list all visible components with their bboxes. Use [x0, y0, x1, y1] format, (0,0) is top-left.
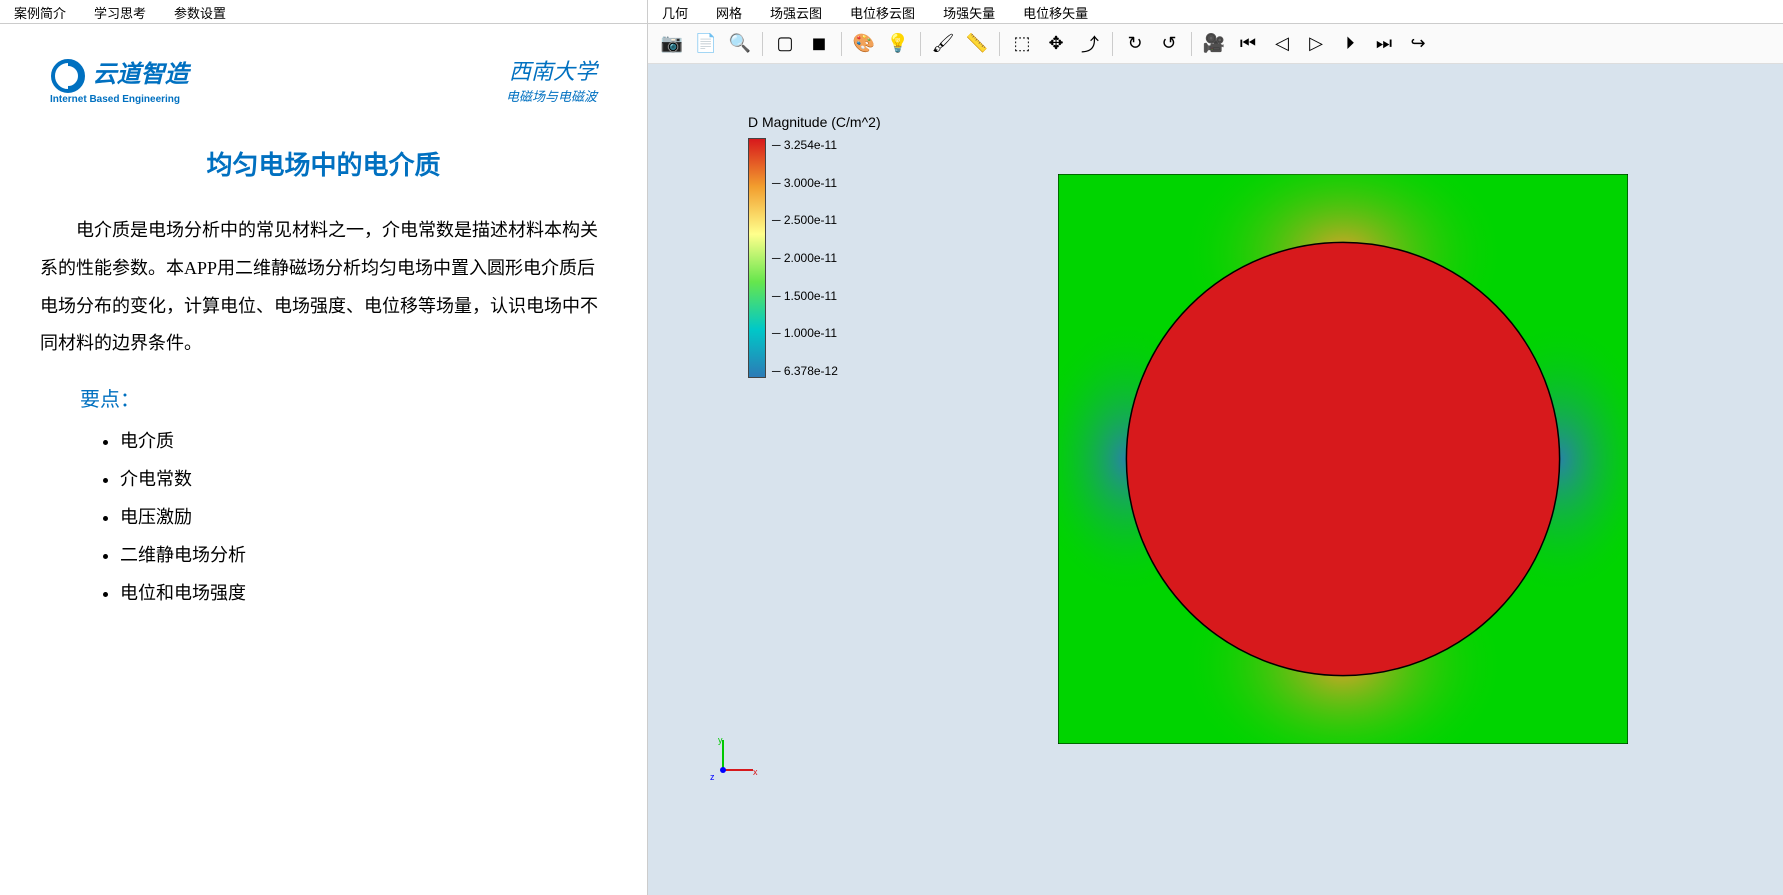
prev-icon[interactable]: ◁	[1266, 28, 1298, 60]
legend-tick: 2.500e-11	[772, 213, 838, 227]
field-plot	[1058, 174, 1628, 744]
right-panel: 几何网格场强云图电位移云图场强矢量电位移矢量 📷📄🔍 ▢◼ 🎨💡 🖌📏 ⬚✥⤴ ↻↺ 🎥⏮◁…	[648, 0, 1783, 895]
logo1-main: 云道智造	[93, 61, 189, 88]
svg-text:x: x	[753, 767, 758, 777]
palette-icon[interactable]: 🎨	[848, 28, 880, 60]
select-solid-icon[interactable]: ◼	[803, 28, 835, 60]
legend-tick: 6.378e-12	[772, 364, 838, 378]
legend-tick: 1.500e-11	[772, 289, 838, 303]
axes-icon[interactable]: ⤴	[1074, 28, 1106, 60]
logo-swu: 西南大学 电磁场与电磁波	[506, 54, 597, 105]
legend-title: D Magnitude (C/m^2)	[748, 114, 881, 130]
axis-triad-icon: x y z	[708, 735, 758, 785]
left-tab-1[interactable]: 学习思考	[80, 0, 160, 23]
right-tab-5[interactable]: 电位移矢量	[1009, 0, 1102, 23]
toolbar-separator	[841, 32, 842, 56]
viz-canvas[interactable]: D Magnitude (C/m^2) 3.254e-11 3.000e-11 2.…	[648, 64, 1783, 895]
color-legend: D Magnitude (C/m^2) 3.254e-11 3.000e-11 2.…	[748, 114, 881, 378]
point-item: 电介质	[120, 427, 607, 453]
brush-icon[interactable]: 🖌	[927, 28, 959, 60]
point-item: 电压激励	[120, 503, 607, 529]
page-title: 均匀电场中的电介质	[40, 145, 607, 182]
rotate-ccw-icon[interactable]: ↺	[1153, 28, 1185, 60]
logo2-main: 西南大学	[509, 59, 597, 84]
left-tab-0[interactable]: 案例简介	[0, 0, 80, 23]
logo1-sub: Internet Based Engineering	[50, 94, 189, 105]
right-tab-1[interactable]: 网格	[702, 0, 756, 23]
left-tabs: 案例简介学习思考参数设置	[0, 0, 647, 24]
camera-icon[interactable]: 📷	[656, 28, 688, 60]
next-icon[interactable]: ⏵	[1334, 28, 1366, 60]
point-item: 电位和电场强度	[120, 579, 607, 605]
logo2-sub: 电磁场与电磁波	[506, 86, 597, 105]
viz-toolbar: 📷📄🔍 ▢◼ 🎨💡 🖌📏 ⬚✥⤴ ↻↺ 🎥⏮◁▷⏵⏭↪	[648, 24, 1783, 64]
record-icon[interactable]: 🎥	[1198, 28, 1230, 60]
toolbar-separator	[920, 32, 921, 56]
ruler-x-icon[interactable]: 📏	[961, 28, 993, 60]
marquee-icon[interactable]: ⬚	[1006, 28, 1038, 60]
point-item: 介电常数	[120, 465, 607, 491]
right-tab-2[interactable]: 场强云图	[756, 0, 836, 23]
left-panel: 案例简介学习思考参数设置 云道智造 Internet Based Enginee…	[0, 0, 648, 895]
points-list: 电介质介电常数电压激励二维静电场分析电位和电场强度	[120, 427, 607, 605]
legend-tick: 3.000e-11	[772, 176, 838, 190]
light-icon[interactable]: 💡	[882, 28, 914, 60]
legend-tick: 3.254e-11	[772, 138, 838, 152]
toolbar-separator	[762, 32, 763, 56]
loop-icon[interactable]: ↪	[1402, 28, 1434, 60]
rotate-cw-icon[interactable]: ↻	[1119, 28, 1151, 60]
export-icon[interactable]: 📄	[690, 28, 722, 60]
right-tab-0[interactable]: 几何	[648, 0, 702, 23]
right-tab-3[interactable]: 电位移云图	[836, 0, 929, 23]
legend-tick: 2.000e-11	[772, 251, 838, 265]
legend-colorbar	[748, 138, 766, 378]
legend-ticks: 3.254e-11 3.000e-11 2.500e-11 2.000e-11 1.50…	[772, 138, 838, 378]
last-icon[interactable]: ⏭	[1368, 28, 1400, 60]
points-header: 要点：	[80, 383, 607, 412]
toolbar-separator	[1191, 32, 1192, 56]
play-icon[interactable]: ▷	[1300, 28, 1332, 60]
move-icon[interactable]: ✥	[1040, 28, 1072, 60]
left-tab-2[interactable]: 参数设置	[160, 0, 240, 23]
logo-yundao: 云道智造 Internet Based Engineering	[50, 54, 189, 105]
logos-row: 云道智造 Internet Based Engineering 西南大学 电磁场…	[40, 54, 607, 105]
description: 电介质是电场分析中的常见材料之一，介电常数是描述材料本构关系的性能参数。本APP…	[40, 212, 607, 363]
legend-tick: 1.000e-11	[772, 326, 838, 340]
zoom-icon[interactable]: 🔍	[724, 28, 756, 60]
select-box-icon[interactable]: ▢	[769, 28, 801, 60]
toolbar-separator	[1112, 32, 1113, 56]
toolbar-separator	[999, 32, 1000, 56]
right-tab-4[interactable]: 场强矢量	[929, 0, 1009, 23]
right-tabs: 几何网格场强云图电位移云图场强矢量电位移矢量	[648, 0, 1783, 24]
svg-text:z: z	[710, 772, 715, 782]
first-icon[interactable]: ⏮	[1232, 28, 1264, 60]
svg-text:y: y	[718, 735, 723, 745]
left-content: 云道智造 Internet Based Engineering 西南大学 电磁场…	[0, 24, 647, 895]
point-item: 二维静电场分析	[120, 541, 607, 567]
